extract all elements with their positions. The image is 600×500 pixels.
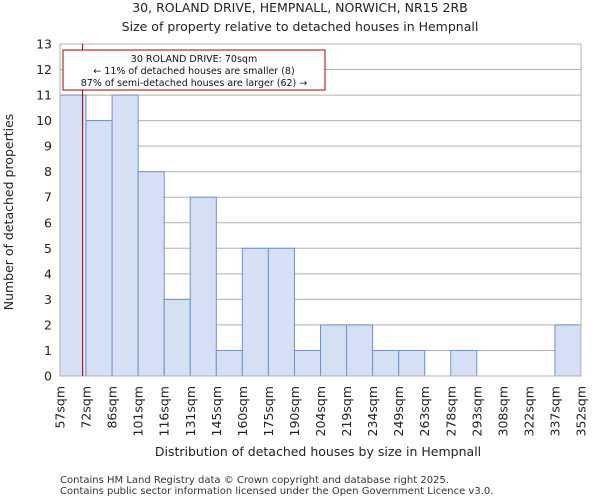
annotation-box: 30 ROLAND DRIVE: 70sqm ← 11% of detached…	[62, 49, 326, 91]
y-tick-label: 10	[36, 113, 52, 128]
histogram-bar	[189, 196, 217, 377]
x-tick-label: 131sqm	[183, 386, 198, 436]
histogram-bar	[450, 349, 478, 377]
x-tick-label: 145sqm	[209, 386, 224, 436]
y-tick-label: 7	[44, 190, 52, 205]
histogram-bar	[267, 247, 295, 377]
histogram-bar	[215, 349, 243, 377]
x-tick-label: 293sqm	[469, 386, 484, 436]
x-tick-label: 86sqm	[105, 386, 120, 429]
x-tick-label: 175sqm	[261, 386, 276, 436]
x-tick-label: 204sqm	[313, 386, 328, 436]
x-tick-label: 337sqm	[547, 386, 562, 436]
y-tick-label: 3	[44, 292, 52, 307]
chart-subtitle: Size of property relative to detached ho…	[122, 19, 479, 34]
y-tick-label: 4	[44, 266, 52, 281]
y-axis-label: Number of detached properties	[1, 114, 16, 311]
histogram-bar	[346, 324, 374, 377]
histogram-bar	[137, 171, 165, 377]
x-tick-label: 249sqm	[391, 386, 406, 436]
y-tick-label: 1	[44, 343, 52, 358]
histogram-bar	[293, 349, 322, 377]
x-tick-label: 116sqm	[157, 386, 172, 436]
annotation-border	[62, 49, 326, 91]
y-tick-label: 2	[44, 317, 52, 332]
x-axis-label: Distribution of detached houses by size …	[155, 444, 481, 459]
y-tick-label: 11	[36, 88, 52, 103]
histogram-bar	[320, 324, 348, 377]
chart-title: 30, ROLAND DRIVE, HEMPNALL, NORWICH, NR1…	[132, 0, 468, 15]
annotation-line-2: ← 11% of detached houses are smaller (8)	[93, 66, 294, 77]
x-tick-label: 263sqm	[417, 386, 432, 436]
x-tick-label: 101sqm	[131, 386, 146, 436]
y-tick-label: 13	[36, 37, 52, 52]
y-tick-label: 0	[44, 369, 52, 384]
x-tick-label: 57sqm	[53, 386, 68, 429]
x-tick-label: 219sqm	[339, 386, 354, 436]
footer-line-2: Contains public sector information licen…	[60, 486, 493, 497]
histogram-bar	[85, 120, 113, 377]
bars	[59, 94, 582, 377]
histogram-bar	[111, 94, 139, 377]
x-tick-labels: 57sqm 72sqm 86sqm 101sqm 116sqm 131sqm 145sqm 1…	[53, 386, 589, 436]
footer-line-1: Contains HM Land Registry data © Crown c…	[60, 475, 449, 486]
x-tick-label: 322sqm	[521, 386, 536, 436]
x-tick-label: 308sqm	[495, 386, 510, 436]
histogram-bar	[554, 324, 582, 377]
histogram-bar	[241, 247, 269, 377]
annotation-line-3: 87% of semi-detached houses are larger (…	[81, 78, 308, 89]
x-tick-label: 352sqm	[574, 386, 589, 436]
x-tick-label: 72sqm	[79, 386, 94, 429]
y-tick-label: 12	[36, 62, 52, 77]
x-tick-label: 234sqm	[365, 386, 380, 436]
histogram-bar	[163, 298, 191, 377]
y-tick-label: 8	[44, 164, 52, 179]
y-tick-label: 6	[44, 215, 52, 230]
histogram-bar	[372, 349, 400, 377]
histogram-bar	[398, 349, 426, 377]
annotation-line-1: 30 ROLAND DRIVE: 70sqm	[131, 54, 257, 65]
x-tick-label: 160sqm	[235, 386, 250, 436]
y-tick-label: 9	[44, 139, 52, 154]
y-tick-label: 5	[44, 241, 52, 256]
x-tick-label: 190sqm	[287, 386, 302, 436]
x-tick-label: 278sqm	[443, 386, 458, 436]
